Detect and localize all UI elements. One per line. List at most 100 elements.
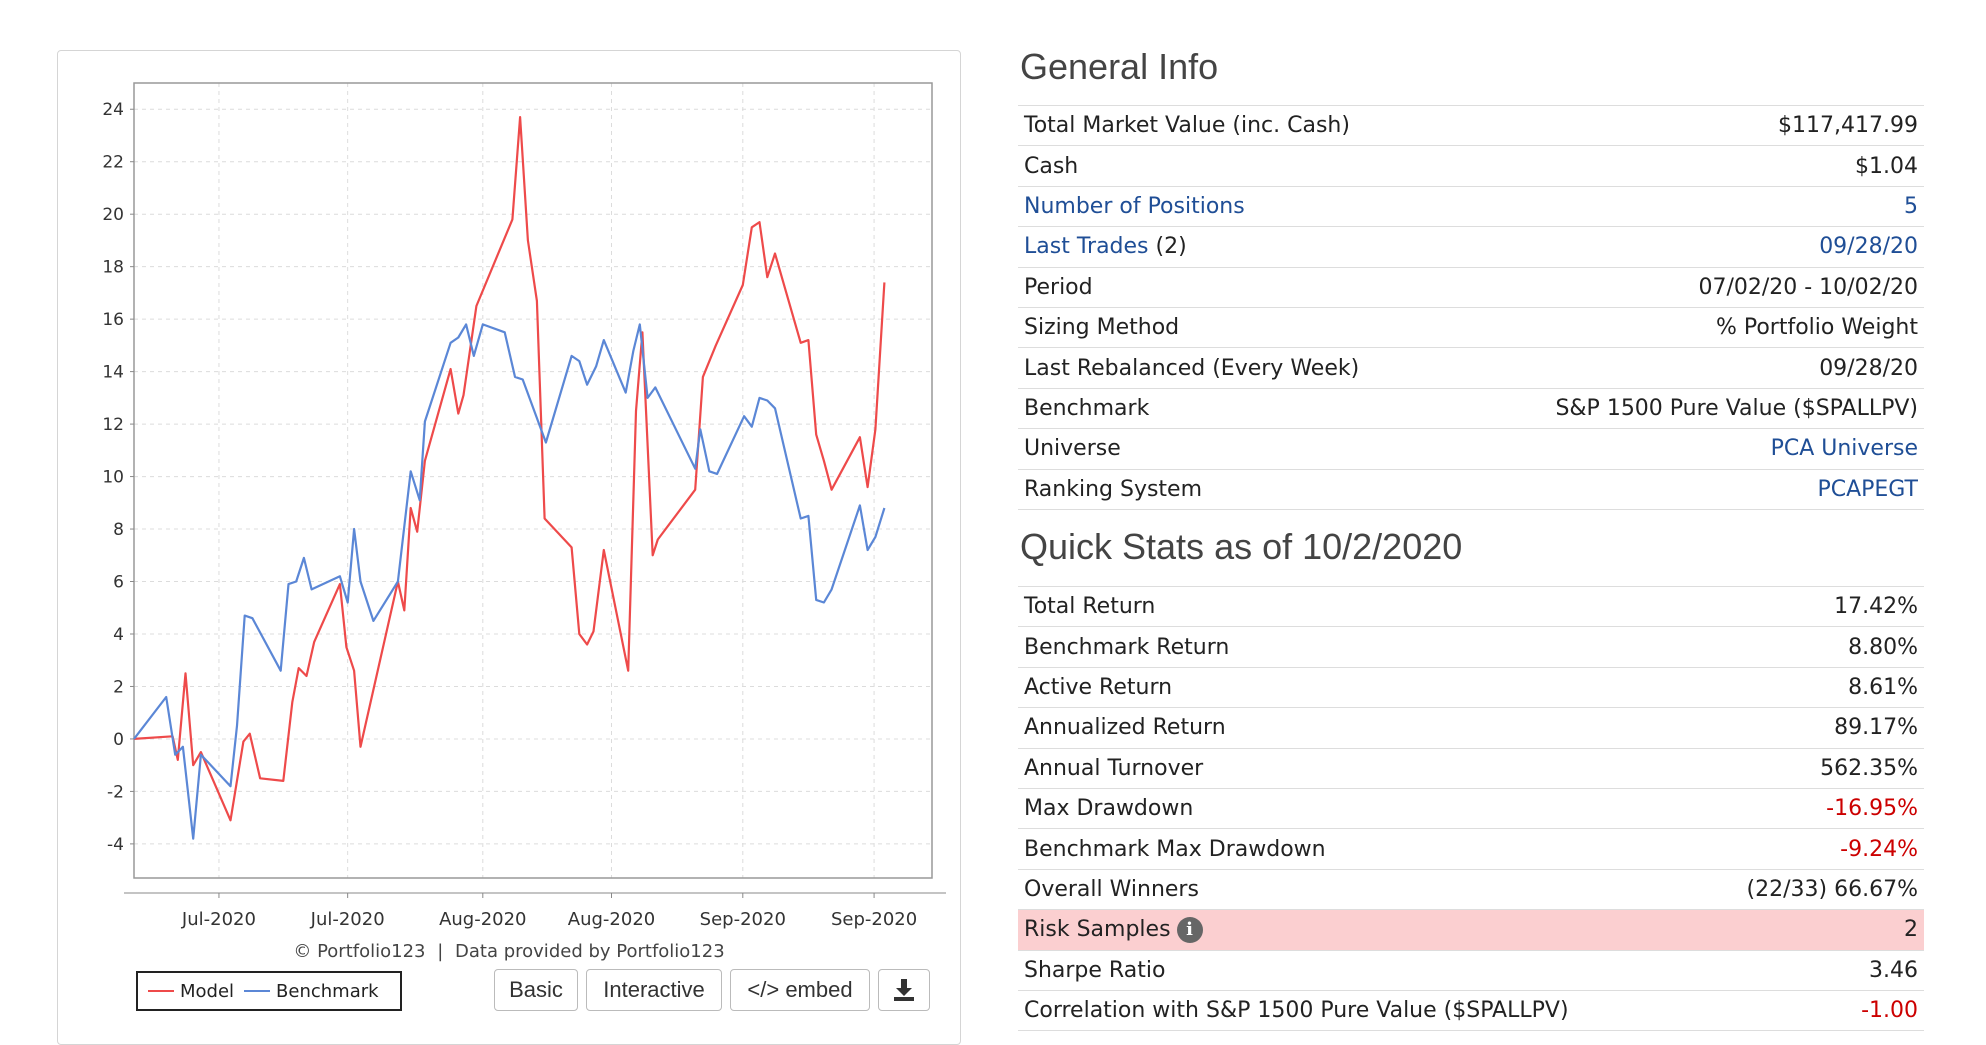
x-tick-label: Aug-2020 bbox=[439, 909, 526, 930]
y-tick-label: 4 bbox=[113, 625, 124, 645]
x-tick-label: Sep-2020 bbox=[831, 909, 917, 930]
label-annualized-return: Annualized Return bbox=[1024, 715, 1226, 741]
quick-stats-title: Quick Stats as of 10/2/2020 bbox=[1020, 526, 1463, 567]
value-active-return: 8.61% bbox=[1848, 674, 1918, 700]
number-of-positions-link[interactable]: Number of Positions bbox=[1024, 193, 1245, 219]
label-sharpe-ratio: Sharpe Ratio bbox=[1024, 957, 1166, 983]
row-sizing-method: Sizing Method % Portfolio Weight bbox=[1018, 307, 1924, 347]
value-overall-winners: (22/33) 66.67% bbox=[1746, 876, 1918, 902]
chart-legend: Model Benchmark bbox=[136, 971, 402, 1011]
copyright-symbol: © bbox=[293, 941, 312, 962]
legend-label-benchmark: Benchmark bbox=[276, 980, 379, 1002]
chart-panel: 24 22 20 18 16 14 12 10 8 6 4 2 0 -2 -4 Jul-2020 Jul-20… bbox=[57, 50, 961, 1045]
label-annual-turnover: Annual Turnover bbox=[1024, 755, 1204, 781]
row-cash: Cash $1.04 bbox=[1018, 145, 1924, 186]
y-tick-label: 6 bbox=[113, 573, 124, 593]
y-tick-label: 18 bbox=[102, 258, 124, 278]
label-total-market-value: Total Market Value (inc. Cash) bbox=[1024, 113, 1350, 139]
positions-count-link[interactable]: 5 bbox=[1904, 193, 1918, 219]
row-benchmark-return: Benchmark Return 8.80% bbox=[1018, 626, 1924, 667]
value-correlation: -1.00 bbox=[1861, 998, 1918, 1024]
label-total-return: Total Return bbox=[1024, 594, 1156, 620]
info-icon[interactable]: i bbox=[1176, 916, 1203, 943]
basic-chart-button[interactable]: Basic bbox=[494, 969, 578, 1011]
series-layer bbox=[133, 115, 886, 840]
interactive-chart-button[interactable]: Interactive bbox=[586, 969, 722, 1011]
ranking-system-link[interactable]: PCAPEGT bbox=[1817, 476, 1918, 502]
y-tick-label: 14 bbox=[102, 363, 124, 383]
y-tick-label: -4 bbox=[107, 835, 124, 855]
general-info-table: Total Market Value (inc. Cash) $117,417.… bbox=[1018, 105, 1924, 510]
label-benchmark-max-drawdown: Benchmark Max Drawdown bbox=[1024, 836, 1326, 862]
label-last-rebalanced: Last Rebalanced (Every Week) bbox=[1024, 355, 1360, 381]
value-max-drawdown: -16.95% bbox=[1826, 796, 1918, 822]
y-tick-label: 12 bbox=[102, 415, 124, 435]
value-annualized-return: 89.17% bbox=[1834, 715, 1918, 741]
download-icon bbox=[894, 979, 914, 1001]
y-tick-label: 22 bbox=[102, 153, 124, 173]
row-last-rebalanced: Last Rebalanced (Every Week) 09/28/20 bbox=[1018, 347, 1924, 388]
label-overall-winners: Overall Winners bbox=[1024, 876, 1199, 902]
y-tick-label: 10 bbox=[102, 468, 124, 488]
legend-swatch-benchmark bbox=[244, 990, 271, 992]
row-correlation: Correlation with S&P 1500 Pure Value ($S… bbox=[1018, 990, 1924, 1031]
y-tick-label: 24 bbox=[102, 100, 124, 120]
label-benchmark: Benchmark bbox=[1024, 395, 1150, 421]
universe-link[interactable]: PCA Universe bbox=[1770, 436, 1918, 462]
row-active-return: Active Return 8.61% bbox=[1018, 667, 1924, 707]
label-correlation: Correlation with S&P 1500 Pure Value ($S… bbox=[1024, 998, 1569, 1024]
row-universe: Universe PCA Universe bbox=[1018, 428, 1924, 469]
row-ranking-system: Ranking System PCAPEGT bbox=[1018, 469, 1924, 510]
legend-entry-benchmark: Benchmark bbox=[244, 981, 379, 1002]
row-benchmark-max-drawdown: Benchmark Max Drawdown -9.24% bbox=[1018, 828, 1924, 869]
y-tick-label: 20 bbox=[102, 205, 124, 225]
label-risk-samples: Risk Samples bbox=[1024, 916, 1171, 942]
value-sharpe-ratio: 3.46 bbox=[1869, 957, 1918, 983]
label-period: Period bbox=[1024, 274, 1093, 300]
x-tick-label: Jul-2020 bbox=[181, 909, 256, 930]
chart-grid bbox=[134, 83, 932, 878]
x-tick-label: Jul-2020 bbox=[310, 909, 385, 930]
label-universe: Universe bbox=[1024, 436, 1121, 462]
y-tick-label: 2 bbox=[113, 677, 124, 697]
label-max-drawdown: Max Drawdown bbox=[1024, 796, 1194, 822]
legend-entry-model: Model bbox=[148, 981, 234, 1002]
y-tick-label: 0 bbox=[113, 730, 124, 750]
row-number-of-positions: Number of Positions 5 bbox=[1018, 186, 1924, 226]
download-button[interactable] bbox=[878, 969, 930, 1011]
label-active-return: Active Return bbox=[1024, 674, 1173, 700]
last-trades-link[interactable]: Last Trades bbox=[1024, 234, 1149, 260]
y-tick-label: 8 bbox=[113, 520, 124, 540]
label-sizing-method: Sizing Method bbox=[1024, 315, 1180, 341]
y-tick-label: -2 bbox=[107, 782, 124, 802]
quick-stats-table: Total Return 17.42% Benchmark Return 8.8… bbox=[1018, 586, 1924, 1031]
value-total-market-value: $117,417.99 bbox=[1778, 113, 1918, 139]
x-axis: Jul-2020 Jul-2020 Aug-2020 Aug-2020 Sep-2020… bbox=[124, 892, 946, 930]
value-sizing-method: % Portfolio Weight bbox=[1715, 315, 1918, 341]
y-tick-label: 16 bbox=[102, 310, 124, 330]
row-total-market-value: Total Market Value (inc. Cash) $117,417.… bbox=[1018, 105, 1924, 146]
row-annual-turnover: Annual Turnover 562.35% bbox=[1018, 748, 1924, 788]
chart-credit: © Portfolio123 | Data provided by Portfo… bbox=[58, 941, 960, 962]
row-total-return: Total Return 17.42% bbox=[1018, 586, 1924, 627]
value-total-return: 17.42% bbox=[1834, 594, 1918, 620]
general-info-title: General Info bbox=[1020, 46, 1219, 87]
last-trades-date-link[interactable]: 09/28/20 bbox=[1819, 234, 1918, 260]
row-last-trades: Last Trades (2) 09/28/20 bbox=[1018, 226, 1924, 267]
credit-brand: Portfolio123 bbox=[317, 941, 426, 962]
embed-button[interactable]: </> embed bbox=[730, 969, 870, 1011]
row-overall-winners: Overall Winners (22/33) 66.67% bbox=[1018, 869, 1924, 909]
row-benchmark: Benchmark S&P 1500 Pure Value ($SPALLPV) bbox=[1018, 388, 1924, 428]
row-sharpe-ratio: Sharpe Ratio 3.46 bbox=[1018, 950, 1924, 990]
credit-text: Data provided by Portfolio123 bbox=[455, 941, 725, 962]
series-line-model bbox=[133, 115, 886, 822]
last-trades-count: (2) bbox=[1155, 234, 1187, 260]
legend-label-model: Model bbox=[180, 980, 235, 1002]
value-benchmark-return: 8.80% bbox=[1848, 634, 1918, 660]
series-line-benchmark bbox=[133, 323, 886, 840]
value-risk-samples: 2 bbox=[1904, 917, 1918, 943]
row-annualized-return: Annualized Return 89.17% bbox=[1018, 707, 1924, 748]
x-tick-label: Sep-2020 bbox=[700, 909, 786, 930]
